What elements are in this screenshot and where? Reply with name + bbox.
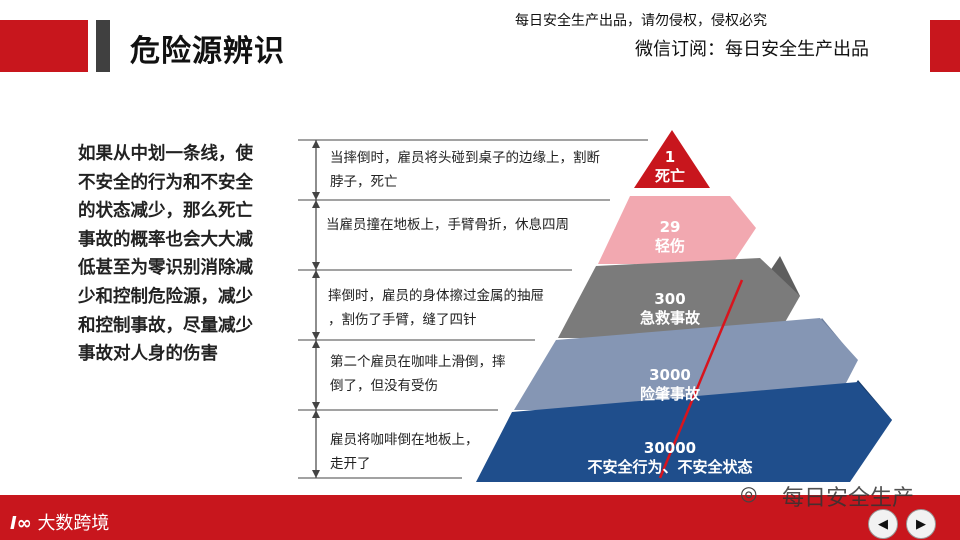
- description-3-line2: ，割伤了手臂，缝了四针: [328, 312, 477, 328]
- description-5-line1: 雇员将咖啡倒在地板上，: [330, 432, 479, 448]
- pyramid-label-1: 1 死亡: [640, 148, 700, 186]
- bracket-arrow-down-2: [312, 262, 320, 270]
- pyramid-layer-death: [634, 130, 710, 188]
- description-5: 雇员将咖啡倒在地板上， 走开了: [330, 428, 479, 476]
- logo-mark-icon: I∞: [10, 513, 32, 534]
- header-red-bar-right: [930, 20, 960, 72]
- description-5-line2: 走开了: [330, 456, 371, 472]
- pyramid-number-4: 3000: [649, 366, 691, 384]
- bracket-arrow-up-1: [312, 140, 320, 148]
- pyramid-text-2: 轻伤: [654, 237, 685, 255]
- division-red-line: [658, 279, 744, 479]
- pyramid-number-3: 300: [654, 290, 686, 308]
- description-1-line1: 当摔倒时，雇员将头碰到桌子的边缘上，割断: [330, 150, 600, 166]
- logo-text: 大数跨境: [37, 513, 110, 534]
- description-2-line1: 当雇员撞在地板上，手臂骨折，休息四周: [326, 217, 569, 233]
- description-1-line2: 脖子，死亡: [330, 174, 398, 190]
- left-paragraph: 如果从中划一条线，使不安全的行为和不安全的状态减少，那么死亡事故的概率也会大大减…: [78, 144, 253, 365]
- bracket-arrow-down-3: [312, 332, 320, 340]
- wechat-icon: ◎: [740, 481, 758, 505]
- header-red-bar-left: [0, 20, 88, 72]
- description-3: 摔倒时，雇员的身体擦过金属的抽屉 ，割伤了手臂，缝了四针: [328, 284, 544, 332]
- bracket-arrow-down-5: [312, 470, 320, 478]
- pyramid-layer-minor-injury: [598, 196, 756, 264]
- header-grey-bar: [96, 20, 110, 72]
- arrow-left-icon: ◀: [878, 516, 888, 532]
- subscribe-note: 微信订阅：每日安全生产出品: [635, 39, 869, 60]
- pyramid-text-4: 险肇事故: [639, 385, 700, 403]
- footer-bar: [0, 495, 960, 540]
- bracket-arrow-up-5: [312, 410, 320, 418]
- pyramid-layer-first-aid: [558, 258, 800, 338]
- pyramid-label-4: 3000 险肇事故: [610, 366, 730, 404]
- pyramid-number-2: 29: [659, 218, 681, 236]
- page-title: 危险源辨识: [130, 34, 285, 69]
- pyramid-number-1: 1: [664, 148, 676, 166]
- pyramid-layer-near-miss: [514, 318, 858, 410]
- bracket-arrow-up-4: [312, 340, 320, 348]
- pyramid-label-3: 300 急救事故: [610, 290, 730, 328]
- pyramid-text-3: 急救事故: [639, 309, 700, 327]
- description-3-line1: 摔倒时，雇员的身体擦过金属的抽屉: [328, 288, 544, 304]
- pyramid-layer-unsafe-acts: [476, 382, 892, 482]
- bracket-arrow-down-1: [312, 192, 320, 200]
- description-4: 第二个雇员在咖啡上滑倒，摔 倒了，但没有受伤: [330, 350, 506, 398]
- pyramid-text-1: 死亡: [654, 167, 685, 185]
- bracket-arrow-up-3: [312, 270, 320, 278]
- pyramid-label-5: 30000 不安全行为、不安全状态: [560, 439, 780, 477]
- footer-logo: I∞ 大数跨境: [10, 509, 109, 535]
- description-1: 当摔倒时，雇员将头碰到桌子的边缘上，割断 脖子，死亡: [330, 146, 600, 194]
- next-page-button[interactable]: ▶: [906, 509, 936, 539]
- prev-page-button[interactable]: ◀: [868, 509, 898, 539]
- pyramid-label-2: 29 轻伤: [630, 218, 710, 256]
- watermark-text: 每日安全生产: [782, 486, 915, 511]
- arrow-right-icon: ▶: [916, 516, 926, 532]
- bracket-arrow-up-2: [312, 200, 320, 208]
- description-4-line2: 倒了，但没有受伤: [330, 378, 438, 394]
- description-2: 当雇员撞在地板上，手臂骨折，休息四周: [326, 213, 569, 237]
- pyramid-text-5: 不安全行为、不安全状态: [587, 458, 753, 476]
- bracket-arrow-down-4: [312, 402, 320, 410]
- copyright-notice: 每日安全生产出品，请勿侵权，侵权必究: [515, 13, 767, 29]
- description-4-line1: 第二个雇员在咖啡上滑倒，摔: [330, 354, 506, 370]
- pyramid-number-5: 30000: [643, 439, 697, 457]
